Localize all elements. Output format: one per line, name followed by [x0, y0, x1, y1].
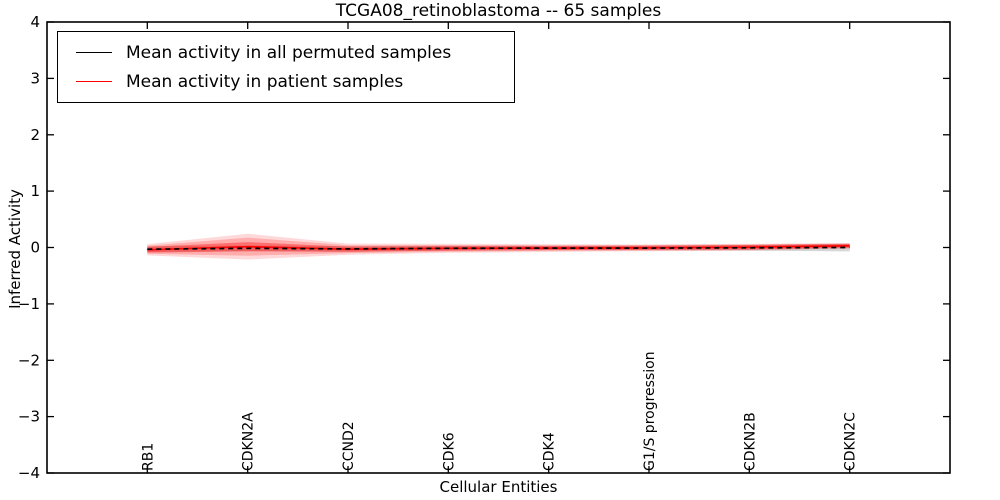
y-tick-label: 1: [30, 182, 40, 200]
x-tick-label: G1/S progression: [642, 351, 658, 471]
y-tick-label: 3: [30, 69, 40, 87]
legend-label-permuted: Mean activity in all permuted samples: [126, 42, 452, 63]
x-tick-label: RB1: [140, 443, 156, 471]
x-tick-label: CDKN2A: [241, 412, 257, 471]
chart-title: TCGA08_retinoblastoma -- 65 samples: [335, 1, 662, 21]
band-patient-range-outer: [147, 233, 850, 260]
x-axis-label: Cellular Entities: [439, 478, 558, 496]
series-line-permuted: [147, 246, 850, 251]
band-patient-range-inner: [147, 242, 850, 253]
y-axis-label: Inferred Activity: [6, 189, 24, 309]
y-tick-label: −2: [18, 351, 40, 369]
y-tick-label: −4: [18, 464, 40, 482]
x-tick-label: CDKN2B: [742, 412, 758, 471]
y-tick-label: 4: [30, 13, 40, 31]
x-tick-label: CDK6: [441, 432, 457, 471]
y-tick-label: 0: [30, 239, 40, 257]
band-patient-range-mid: [147, 237, 850, 256]
legend-label-patient: Mean activity in patient samples: [126, 71, 404, 92]
y-tick-label: 2: [30, 126, 40, 144]
legend-entry-permuted: Mean activity in all permuted samples: [68, 38, 504, 67]
x-tick-label: CDK4: [542, 432, 558, 471]
y-tick-label: −1: [18, 295, 40, 313]
y-tick-label: −3: [18, 408, 40, 426]
x-tick-label: CDKN2C: [843, 412, 859, 471]
permuted-line-sample-icon: [76, 52, 112, 53]
patient-line-sample-icon: [76, 81, 112, 82]
x-tick-label: CCND2: [341, 421, 357, 471]
legend: Mean activity in all permuted samples Me…: [57, 31, 515, 103]
legend-entry-patient: Mean activity in patient samples: [68, 67, 504, 96]
